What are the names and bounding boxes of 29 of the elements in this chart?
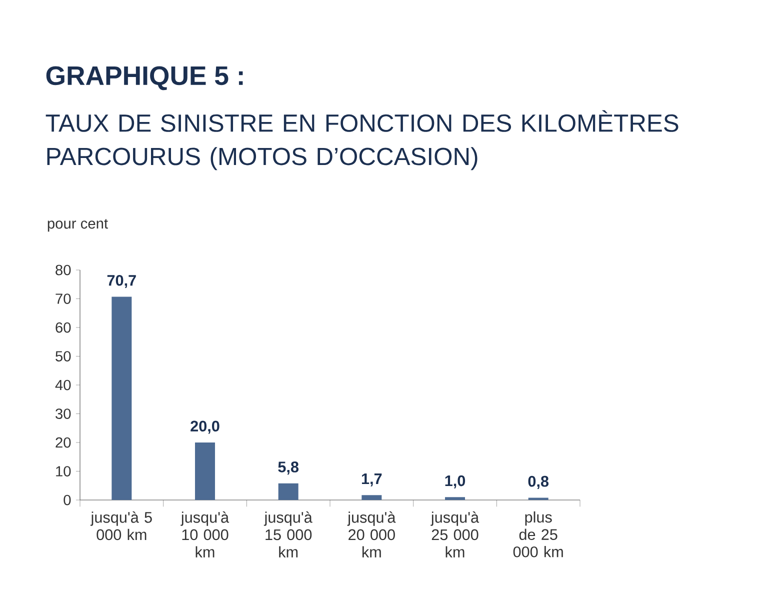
x-tick-label: jusqu'à 5 000 km	[90, 511, 152, 540]
y-tick-label: 50	[56, 351, 71, 362]
x-tick-label: jusqu'à 25 000 km	[430, 511, 480, 558]
bar	[112, 296, 132, 500]
bar	[278, 483, 298, 500]
bar	[445, 497, 466, 500]
data-label: 1,7	[362, 473, 382, 486]
y-tick-label: 30	[56, 408, 71, 419]
y-tick-label: 10	[56, 466, 71, 476]
x-tick-label: plus de 25 000 km	[513, 511, 563, 558]
y-tick-label: 80	[56, 264, 71, 276]
y-tick-label: 70	[56, 294, 71, 304]
data-label: 1,0	[445, 475, 466, 488]
x-tick-label: jusqu'à 10 000 km	[180, 511, 230, 558]
x-tick-label: jusqu'à 20 000 km	[347, 511, 396, 558]
chart-subtitle: TAUX DE SINISTRE EN FONCTION DES KILOMÈTRES PARCOURUS (MOTOS D’OCCASION)	[46, 110, 678, 170]
data-label: 0,8	[528, 476, 549, 489]
y-tick-label: 40	[55, 380, 71, 390]
y-tick-label: 0	[64, 494, 71, 506]
y-axis-title: pour cent	[48, 219, 108, 232]
chart-title: GRAPHIQUE 5 :	[46, 66, 243, 90]
x-tick-label: jusqu'à 15 000 km	[264, 511, 312, 558]
bar	[195, 442, 216, 500]
data-label: 20,0	[190, 420, 220, 434]
data-label: 5,8	[278, 462, 299, 475]
y-tick-label: 20	[56, 437, 71, 448]
y-tick-label: 60	[56, 322, 71, 333]
bar	[362, 495, 382, 500]
data-label: 70,7	[107, 274, 136, 288]
